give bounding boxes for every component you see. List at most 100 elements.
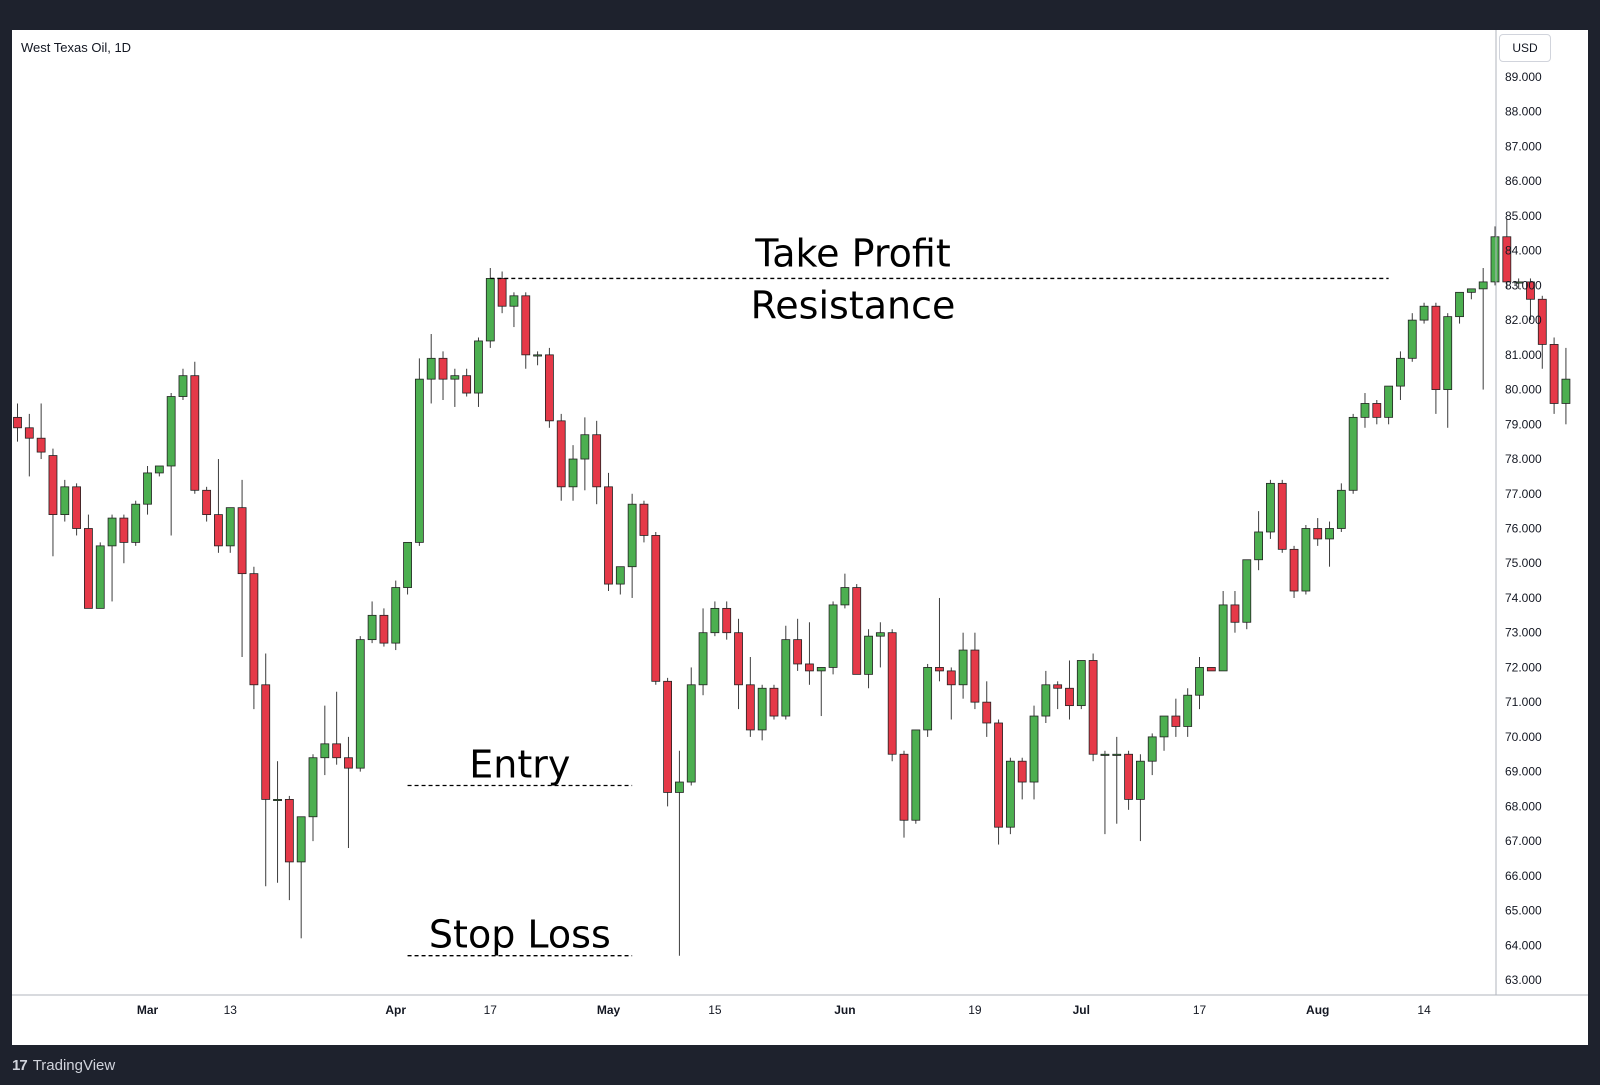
- candle-body: [1502, 236, 1512, 283]
- candle-body: [214, 514, 223, 547]
- candle-body: [994, 722, 1003, 828]
- time-tick-label: 17: [1193, 1003, 1207, 1017]
- candle-body: [1076, 660, 1086, 707]
- candle: [1159, 715, 1169, 751]
- candle-body: [887, 632, 897, 755]
- candle: [580, 417, 590, 491]
- candle-body: [1136, 760, 1145, 800]
- candle: [1301, 525, 1311, 595]
- candle: [214, 459, 223, 553]
- candle-body: [462, 375, 472, 394]
- candle-body: [970, 649, 980, 703]
- candle: [1360, 393, 1370, 428]
- time-tick-label: 13: [224, 1003, 238, 1017]
- candle-body: [1336, 489, 1346, 529]
- candle-body: [84, 528, 93, 609]
- candle: [1561, 347, 1571, 425]
- candle-body: [615, 566, 625, 585]
- candle-body: [178, 375, 188, 397]
- candle-body: [556, 420, 566, 488]
- candle-body: [899, 753, 909, 821]
- candle: [24, 413, 34, 477]
- candle: [1100, 750, 1110, 835]
- price-tick-label: 63.000: [1505, 973, 1542, 987]
- candle: [887, 629, 897, 762]
- candle: [1325, 521, 1334, 567]
- candle-body: [1195, 667, 1204, 696]
- price-axis[interactable]: 63.000 64.000 65.000 66.000 67.000 68.000 69.0…: [1505, 70, 1542, 987]
- candle-body: [1490, 236, 1500, 283]
- candle: [1396, 351, 1405, 400]
- candle-body: [60, 486, 70, 516]
- candle: [1230, 591, 1240, 633]
- price-tick-label: 71.000: [1505, 695, 1542, 709]
- candle-body: [1537, 298, 1547, 345]
- currency-button[interactable]: USD: [1499, 34, 1551, 62]
- candle-body: [1206, 667, 1216, 672]
- candle: [48, 448, 58, 557]
- candle-body: [237, 507, 247, 575]
- candle-body: [509, 295, 519, 307]
- candle-body: [1053, 684, 1063, 689]
- price-tick-label: 79.000: [1505, 417, 1542, 431]
- candle: [1372, 399, 1382, 425]
- candle: [1065, 660, 1074, 720]
- candle: [308, 754, 318, 842]
- candle-body: [1396, 357, 1405, 387]
- candle: [1171, 698, 1181, 737]
- candle-body: [1218, 604, 1228, 672]
- price-tick-label: 80.000: [1505, 383, 1542, 397]
- candle: [946, 667, 956, 720]
- candle-body: [604, 486, 613, 585]
- candle-body: [391, 587, 401, 644]
- price-tick-label: 89.000: [1505, 70, 1542, 84]
- candle: [36, 403, 46, 460]
- candle-body: [320, 743, 330, 759]
- candle: [828, 601, 838, 675]
- candle: [462, 368, 472, 397]
- candle-body: [344, 757, 353, 769]
- tradingview-logo[interactable]: 17 TradingView: [12, 1045, 115, 1085]
- candle: [13, 403, 22, 442]
- price-tick-label: 83.000: [1505, 278, 1542, 292]
- symbol-title[interactable]: West Texas Oil, 1D: [21, 40, 132, 55]
- candle-body: [13, 416, 22, 429]
- candle-body: [284, 799, 294, 863]
- candle: [639, 500, 649, 543]
- candle-body: [1183, 694, 1193, 727]
- candle: [284, 795, 294, 901]
- candle-body: [1478, 281, 1488, 290]
- candle-body: [627, 503, 637, 568]
- candle: [509, 292, 519, 328]
- candle: [840, 573, 850, 609]
- candle: [1502, 219, 1512, 289]
- chart-panel[interactable]: West Texas Oil, 1D Take Profit Resistanc…: [12, 30, 1588, 1045]
- candle-body: [1419, 305, 1429, 321]
- candle: [72, 483, 81, 536]
- candle-body: [36, 437, 46, 453]
- price-tick-label: 85.000: [1505, 209, 1542, 223]
- price-tick-label: 81.000: [1505, 348, 1542, 362]
- candle-body: [485, 278, 495, 342]
- candle-body: [1159, 715, 1169, 738]
- candle-body: [1372, 403, 1382, 418]
- time-axis[interactable]: Mar 13 Apr 17 May 15 Jun 19 Jul 17 Aug 14: [137, 1003, 1431, 1017]
- candle: [344, 736, 353, 849]
- candle-body: [190, 375, 200, 491]
- candle: [84, 514, 93, 609]
- candle: [1336, 483, 1346, 532]
- candle: [1124, 750, 1133, 810]
- candle-body: [497, 278, 507, 307]
- candlestick-chart[interactable]: Take Profit Resistance Entry Stop Loss 6…: [12, 30, 1588, 1045]
- candle-body: [367, 614, 377, 641]
- candle-body: [95, 545, 105, 609]
- candle: [296, 816, 306, 939]
- candle: [982, 681, 992, 737]
- entry-label: Entry: [469, 743, 570, 787]
- candle-body: [923, 667, 933, 731]
- candle: [816, 667, 826, 717]
- candle-body: [72, 486, 81, 529]
- candle: [450, 368, 460, 407]
- candle-body: [308, 757, 318, 818]
- candle-body: [1266, 482, 1275, 533]
